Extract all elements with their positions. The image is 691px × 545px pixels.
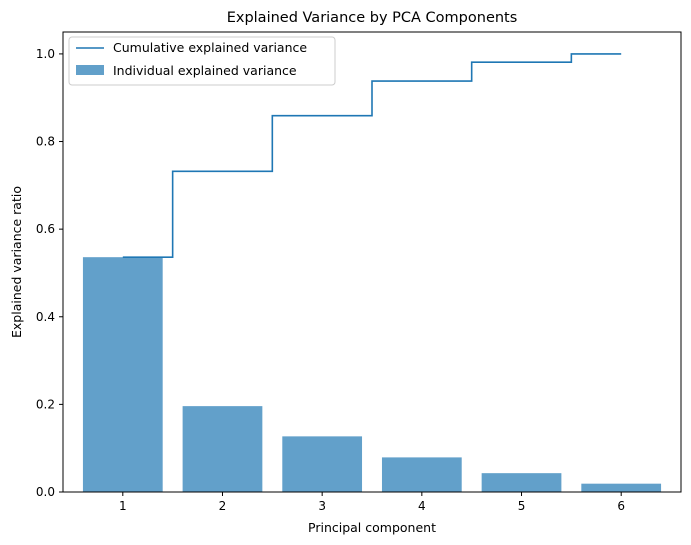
y-tick-label: 0.0 [36,485,55,499]
legend-frame [68,36,336,86]
x-tick-label: 5 [518,499,526,513]
chart-title: Explained Variance by PCA Components [227,10,518,26]
x-tick-label: 2 [219,499,227,513]
legend-label-cumulative: Cumulative explained variance [113,40,307,55]
bar-component-6 [581,483,662,492]
y-tick-label: 0.6 [36,222,55,236]
y-axis-label: Explained variance ratio [9,186,24,338]
bar-component-5 [481,473,562,492]
x-axis: 1 2 3 4 5 6 [119,492,625,513]
bar-series [82,257,662,492]
x-tick-label: 6 [617,499,625,513]
x-tick-label: 3 [318,499,326,513]
plot-area [62,31,682,493]
y-axis: 0.0 0.2 0.4 0.6 0.8 1.0 [36,47,63,499]
y-tick-label: 0.2 [36,397,55,411]
bar-component-4 [381,457,462,492]
bar-component-1 [82,257,163,492]
x-axis-label: Principal component [308,520,436,535]
step-series [122,53,622,258]
y-tick-label: 0.4 [36,310,55,324]
y-tick-label: 0.8 [36,135,55,149]
x-tick-label: 1 [119,499,127,513]
bar-component-2 [182,406,263,492]
x-tick-label: 4 [418,499,426,513]
legend-bar-swatch [76,65,104,75]
bar-component-3 [282,436,363,492]
cumulative-variance-line [122,53,622,258]
legend-label-individual: Individual explained variance [113,63,297,78]
legend: Cumulative explained variance Individual… [68,36,336,86]
plot-border [62,31,682,493]
y-tick-label: 1.0 [36,47,55,61]
